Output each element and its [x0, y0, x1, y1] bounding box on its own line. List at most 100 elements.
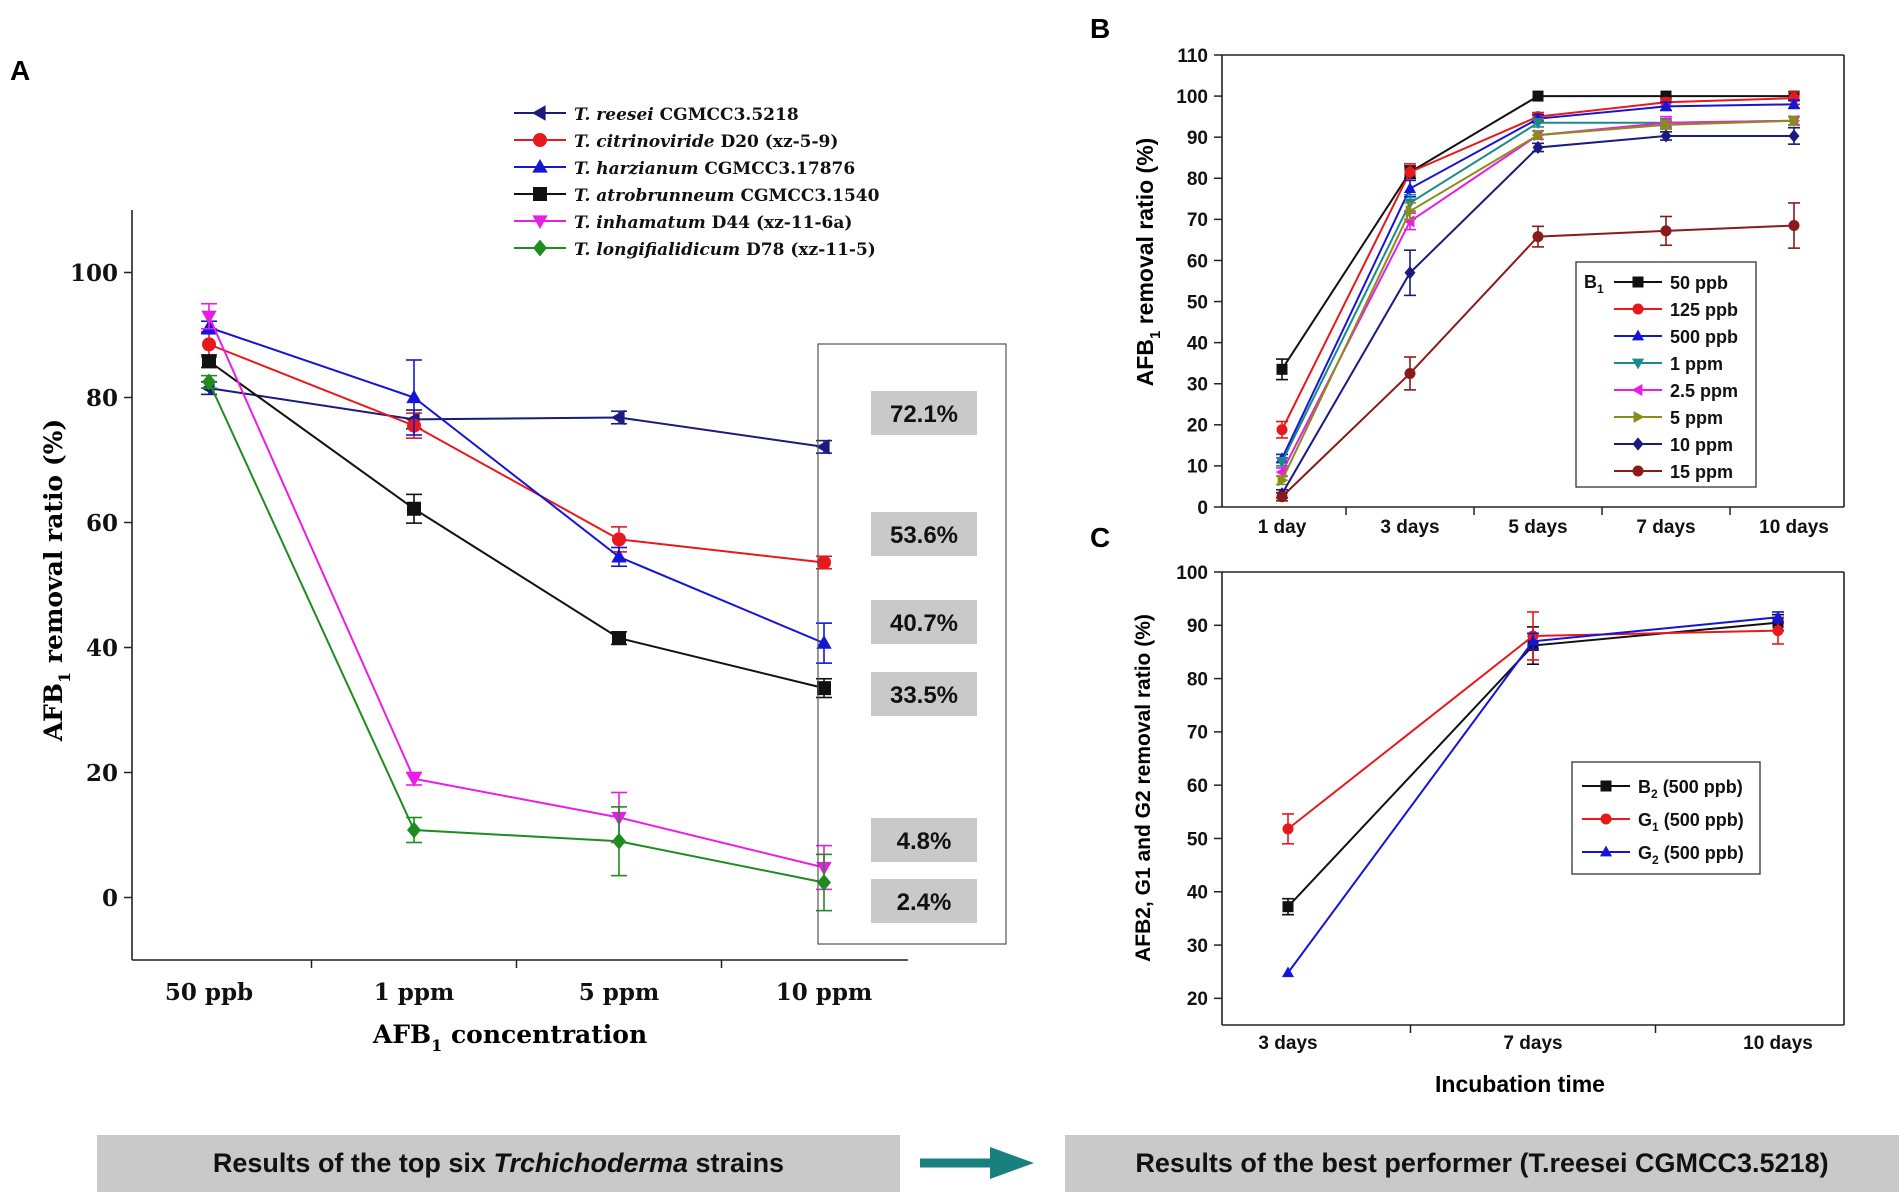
panel-b-y-title-sub: 1: [1147, 331, 1164, 339]
panel-a-legend: T. reesei CGMCC3.5218 T. citrinoviride D2…: [514, 105, 880, 260]
panel-b-series-6-point: [1788, 129, 1800, 143]
panel-a-series-1: [201, 331, 832, 570]
panel-a-series-4-line: [208, 315, 825, 869]
flow-arrow: [920, 1147, 1034, 1179]
panel-a-series-2-line: [208, 326, 825, 645]
panel-a-annotation: 2.4%: [897, 889, 952, 916]
panel-c: 20 30 40 50 60 70 80 90 100 3 days 7 days 10 days: [1176, 563, 1845, 1054]
panel-a-legend-label: T. reesei CGMCC3.5218: [574, 105, 799, 125]
panel-c-series-1-point: [1772, 625, 1784, 637]
panel-c-legend-label-rest: (500 ppb): [1659, 810, 1744, 830]
panel-b-y-tick-label: 0: [1197, 498, 1208, 519]
banner-left-suffix: strains: [688, 1148, 785, 1178]
panel-a-annotation-box: [871, 672, 977, 716]
panel-c-legend-label-sub: 2: [1652, 853, 1659, 867]
panel-b-series-5-point: [1405, 205, 1417, 218]
panel-b-series-1-point: [1276, 424, 1288, 436]
panel-c-y-tick-label: 70: [1187, 723, 1208, 744]
panel-b-series-3-point: [1531, 118, 1545, 130]
panel-a-legend-label-rest: CGMCC3.17876: [698, 159, 855, 179]
banner-left: Results of the top six Trchichoderma str…: [97, 1135, 900, 1192]
panel-b-legend-marker: [1631, 383, 1643, 397]
panel-a-series-5-point: [817, 874, 831, 891]
panel-a-legend-label-italic: T. inhamatum: [574, 213, 706, 233]
panel-b-series-4-point: [1403, 215, 1415, 228]
panel-b-y-title-rest: removal ratio (%): [1132, 138, 1158, 331]
panel-c-y-tick-label: 80: [1187, 669, 1208, 690]
panel-a-legend-label-italic: T. harzianum: [574, 159, 698, 179]
panel-b-y-tick-label: 60: [1187, 251, 1208, 272]
panel-a-legend-marker: [533, 239, 547, 257]
panel-a-legend-marker: [532, 158, 548, 173]
panel-b-y-axis-title: AFB1 removal ratio (%): [1132, 138, 1164, 387]
panel-a-y-title-rest: removal ratio (%): [39, 419, 68, 672]
panel-b-legend-title-sub: 1: [1597, 282, 1604, 296]
panel-b-y-tick-label: 70: [1187, 210, 1208, 231]
panel-b-legend-marker: [1633, 410, 1645, 424]
panel-b-legend-label: 125 ppb: [1670, 300, 1738, 320]
panel-b-y-tick-label: 80: [1187, 169, 1208, 190]
panel-a-series-5-point: [202, 373, 216, 391]
panel-b-legend-label: 500 ppb: [1670, 327, 1738, 347]
panel-a-legend-label-italic: T. citrinoviride: [574, 132, 715, 152]
panel-a-x-tick-label: 50 ppb: [165, 979, 253, 1006]
panel-a-series-1-point: [817, 555, 831, 570]
panel-c-legend-label-rest: (500 ppb): [1658, 777, 1743, 797]
panel-b-legend-label: 5 ppm: [1670, 408, 1723, 428]
panel-a-series-3-line: [208, 360, 825, 690]
panel-a-legend-label-rest: D78 (xz-11-5): [740, 240, 876, 260]
panel-c-legend-label: G1 (500 ppb): [1638, 810, 1744, 834]
panel-b-series-0-point: [1660, 90, 1672, 102]
panel-b-series-3-point: [1275, 457, 1289, 469]
panel-b-legend-frame: [1575, 261, 1757, 488]
panel-b-y-tick-label: 90: [1187, 128, 1208, 149]
panel-a-legend-marker: [532, 215, 548, 230]
panel-c-x-tick-label: 3 days: [1258, 1033, 1317, 1054]
panel-b-y-tick-label: 110: [1177, 46, 1208, 67]
panel-a-legend-label-rest: D44 (xz-11-6a): [706, 213, 853, 233]
panel-b-y-title-main: AFB: [1132, 339, 1158, 386]
panel-b-legend-marker: [1631, 329, 1645, 341]
panel-c-legend: B2 (500 ppb)G1 (500 ppb)G2 (500 ppb): [1571, 761, 1761, 875]
panel-b-x-tick-label: 1 day: [1258, 517, 1307, 538]
panel-c-y-tick-label: 100: [1176, 563, 1208, 584]
panel-a-annotation-box: [871, 818, 977, 862]
panel-b-legend-label: 1 ppm: [1670, 354, 1723, 374]
panel-a-legend-label-rest: CGMCC3.5218: [654, 105, 799, 125]
panel-c-legend-label-main: G: [1638, 843, 1652, 863]
panel-b-y-tick-label: 10: [1187, 457, 1208, 478]
panel-a-x-axis-title: AFB1 concentration: [372, 1020, 647, 1055]
panel-c-y-axis-title: AFB2, G1 and G2 removal ratio (%): [1132, 614, 1155, 962]
panel-b-series-5-point: [1789, 114, 1801, 127]
panel-a-legend-marker: [533, 133, 547, 147]
panel-c-y-tick-label: 90: [1187, 616, 1208, 637]
panel-c-series-2: [1281, 610, 1785, 978]
panel-a-y-tick-label: 80: [86, 385, 118, 412]
panel-c-series-2-point: [1281, 966, 1295, 978]
panel-a-series-1-point: [612, 532, 626, 547]
panel-a-series-3-point: [817, 681, 831, 696]
panel-c-legend-label-sub: 2: [1651, 787, 1658, 801]
panel-c-series-2-point: [1771, 610, 1785, 622]
panel-b-y-tick-label: 30: [1187, 375, 1208, 396]
panel-b-x-tick-label: 10 days: [1759, 517, 1829, 538]
panel-b-legend-label: 10 ppm: [1670, 435, 1733, 455]
panel-b-series-1-point: [1404, 166, 1416, 178]
panel-b-legend-marker: [1632, 437, 1644, 451]
panel-a-series-5: [201, 373, 832, 912]
panel-a-series-2-point: [406, 389, 422, 404]
panel-c-legend-label: G2 (500 ppb): [1638, 843, 1744, 867]
panel-b-y-tick-label: 100: [1176, 87, 1208, 108]
panel-a-annotation-box: [871, 600, 977, 644]
panel-b-series-6-point: [1660, 129, 1672, 143]
panel-b-series-0-point: [1532, 90, 1544, 102]
panel-c-y-tick-label: 20: [1187, 989, 1208, 1010]
panel-b-y-tick-label: 40: [1187, 333, 1208, 354]
panel-a-annotation: 40.7%: [890, 610, 958, 637]
panel-a-series-0-line: [208, 387, 825, 448]
panel-a-series-2-point: [611, 548, 627, 563]
panel-a-series-0-point: [610, 409, 625, 426]
panel-c-legend-label: B2 (500 ppb): [1638, 777, 1743, 801]
panel-b-series-2-point: [1787, 97, 1801, 109]
